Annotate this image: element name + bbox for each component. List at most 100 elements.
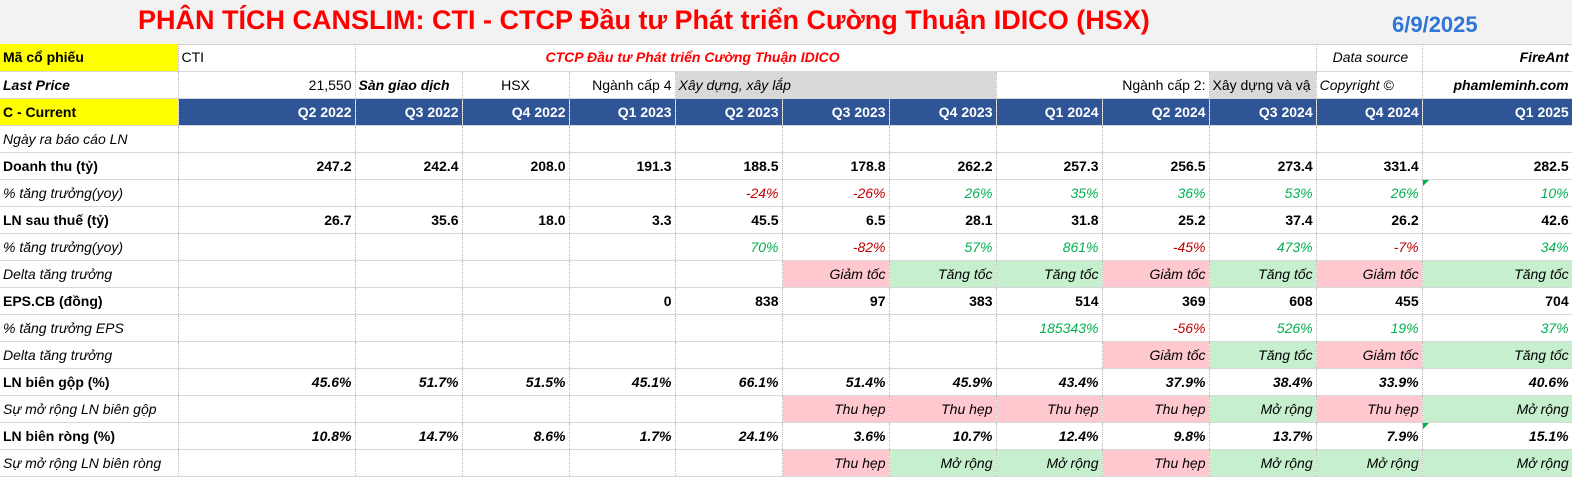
data-cell[interactable]: 7.9% (1316, 421, 1423, 450)
data-cell[interactable]: 45.5 (675, 205, 783, 234)
data-cell[interactable]: Tăng tốc (1209, 260, 1317, 288)
gross-margin-label[interactable]: LN biên gộp (%) (0, 367, 179, 396)
data-cell[interactable] (675, 395, 783, 423)
data-source-value[interactable]: FireAnt (1422, 44, 1572, 72)
data-cell[interactable] (355, 233, 463, 261)
quarter-header[interactable]: Q4 2022 (462, 98, 570, 126)
quarter-header[interactable]: Q3 2022 (355, 98, 463, 126)
data-cell[interactable]: Tăng tốc (1422, 341, 1572, 369)
data-cell[interactable]: 35.6 (355, 205, 463, 234)
data-cell[interactable]: -26% (782, 179, 890, 207)
eps-label[interactable]: EPS.CB (đồng) (0, 286, 179, 315)
data-cell[interactable] (889, 314, 997, 342)
company-name-cell[interactable]: CTCP Đầu tư Phát triển Cường Thuận IDICO (355, 44, 1317, 72)
data-cell[interactable]: 24.1% (675, 421, 783, 450)
data-cell[interactable]: 608 (1209, 286, 1317, 315)
data-cell[interactable]: 51.5% (462, 367, 570, 396)
quarter-header[interactable]: Q1 2025 (1422, 98, 1572, 126)
data-cell[interactable]: Giảm tốc (782, 260, 890, 288)
data-cell[interactable]: 6.5 (782, 205, 890, 234)
data-cell[interactable] (569, 395, 676, 423)
data-cell[interactable] (889, 341, 997, 369)
copyright-value[interactable]: phamleminh.com (1422, 71, 1572, 99)
data-cell[interactable]: 12.4% (996, 421, 1103, 450)
ticker-label[interactable]: Mã cổ phiếu (0, 44, 179, 72)
data-cell[interactable] (462, 260, 570, 288)
data-cell[interactable]: 13.7% (1209, 421, 1317, 450)
data-cell[interactable]: Tăng tốc (889, 260, 997, 288)
data-cell[interactable]: 10% (1422, 179, 1572, 207)
data-cell[interactable] (996, 341, 1103, 369)
data-cell[interactable]: Thu hẹp (996, 395, 1103, 423)
data-cell[interactable] (355, 125, 463, 153)
data-cell[interactable] (889, 125, 997, 153)
data-cell[interactable] (178, 341, 356, 369)
data-source-label[interactable]: Data source (1316, 44, 1423, 72)
data-cell[interactable]: 26.7 (178, 205, 356, 234)
data-cell[interactable]: Tăng tốc (1209, 341, 1317, 369)
gross-expansion-label[interactable]: Sự mở rộng LN biên gộp (0, 395, 179, 423)
data-cell[interactable]: 31.8 (996, 205, 1103, 234)
data-cell[interactable]: 331.4 (1316, 151, 1423, 180)
data-cell[interactable]: 282.5 (1422, 151, 1572, 180)
data-cell[interactable] (462, 314, 570, 342)
data-cell[interactable]: 45.6% (178, 367, 356, 396)
data-cell[interactable] (569, 179, 676, 207)
data-cell[interactable]: Thu hẹp (1102, 395, 1210, 423)
sector2-label[interactable]: Ngành cấp 2: (996, 71, 1210, 99)
revenue-growth-label[interactable]: % tăng trưởng(yoy) (0, 179, 179, 207)
data-cell[interactable]: 473% (1209, 233, 1317, 261)
sector2-value[interactable]: Xây dựng và vậ (1209, 71, 1317, 99)
data-cell[interactable] (569, 260, 676, 288)
data-cell[interactable]: 514 (996, 286, 1103, 315)
data-cell[interactable] (355, 395, 463, 423)
data-cell[interactable]: 0 (569, 286, 676, 315)
data-cell[interactable]: Thu hẹp (782, 449, 890, 477)
data-cell[interactable]: 42.6 (1422, 205, 1572, 234)
data-cell[interactable]: 97 (782, 286, 890, 315)
data-cell[interactable]: 10.7% (889, 421, 997, 450)
data-cell[interactable]: 37.9% (1102, 367, 1210, 396)
data-cell[interactable] (462, 125, 570, 153)
data-cell[interactable] (1422, 125, 1572, 153)
data-cell[interactable]: Mở rộng (1209, 449, 1317, 477)
data-cell[interactable] (178, 449, 356, 477)
data-cell[interactable]: 34% (1422, 233, 1572, 261)
data-cell[interactable] (462, 179, 570, 207)
data-cell[interactable]: 26% (1316, 179, 1423, 207)
data-cell[interactable] (569, 233, 676, 261)
data-cell[interactable]: Mở rộng (1422, 395, 1572, 423)
data-cell[interactable]: 242.4 (355, 151, 463, 180)
current-label[interactable]: C - Current (0, 98, 179, 126)
data-cell[interactable] (355, 449, 463, 477)
data-cell[interactable]: 33.9% (1316, 367, 1423, 396)
data-cell[interactable] (569, 449, 676, 477)
data-cell[interactable] (178, 260, 356, 288)
data-cell[interactable]: Tăng tốc (1422, 260, 1572, 288)
data-cell[interactable]: 526% (1209, 314, 1317, 342)
data-cell[interactable]: 51.7% (355, 367, 463, 396)
profit-delta-label[interactable]: Delta tăng trưởng (0, 260, 179, 288)
data-cell[interactable] (462, 341, 570, 369)
profit-label[interactable]: LN sau thuế (tỷ) (0, 205, 179, 234)
data-cell[interactable]: 28.1 (889, 205, 997, 234)
data-cell[interactable]: 178.8 (782, 151, 890, 180)
data-cell[interactable]: 262.2 (889, 151, 997, 180)
last-price-label[interactable]: Last Price (0, 71, 179, 99)
data-cell[interactable]: 15.1% (1422, 421, 1572, 450)
data-cell[interactable]: Mở rộng (889, 449, 997, 477)
data-cell[interactable] (178, 125, 356, 153)
data-cell[interactable]: Thu hẹp (1102, 449, 1210, 477)
data-cell[interactable]: 8.6% (462, 421, 570, 450)
data-cell[interactable]: 185343% (996, 314, 1103, 342)
data-cell[interactable]: Thu hẹp (1316, 395, 1423, 423)
data-cell[interactable]: 45.1% (569, 367, 676, 396)
data-cell[interactable]: 36% (1102, 179, 1210, 207)
data-cell[interactable] (178, 286, 356, 315)
data-cell[interactable] (675, 125, 783, 153)
data-cell[interactable]: -24% (675, 179, 783, 207)
data-cell[interactable]: 3.6% (782, 421, 890, 450)
data-cell[interactable]: 37% (1422, 314, 1572, 342)
data-cell[interactable]: 369 (1102, 286, 1210, 315)
data-cell[interactable] (355, 260, 463, 288)
